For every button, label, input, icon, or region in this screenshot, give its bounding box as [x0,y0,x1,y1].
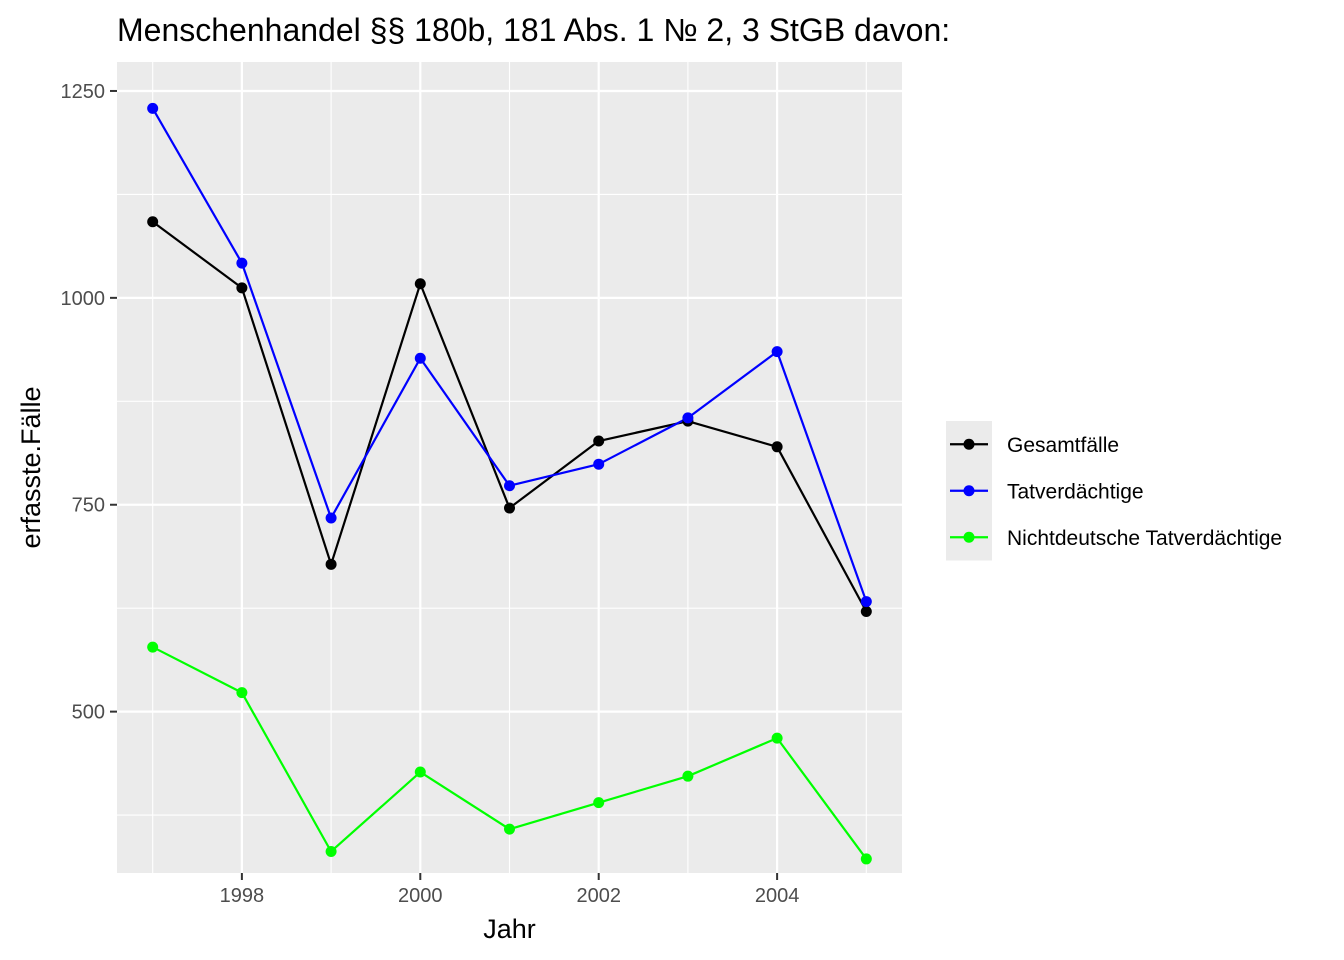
grid-minor [117,62,902,873]
data-point [504,502,515,514]
data-point [147,216,159,228]
data-point [147,641,159,653]
data-point [593,435,605,447]
legend-key-point [963,531,975,543]
data-point [414,352,426,364]
data-point [236,282,248,294]
legend-label: Tatverdächtige [1007,480,1144,503]
data-point [147,102,159,114]
y-tick-label: 750 [72,495,105,517]
y-axis: 500 750 1000 1250 [61,81,117,724]
data-point [504,823,515,835]
data-point [414,278,426,290]
data-point [682,770,694,782]
data-point [325,845,337,857]
data-point [414,766,426,778]
data-point [236,687,248,699]
data-point [593,458,605,470]
data-point [325,512,337,524]
y-tick-label: 1000 [61,288,106,310]
legend-key-point [963,485,975,497]
data-point [504,480,515,492]
legend-label: Gesamtfälle [1007,434,1119,457]
data-point [860,853,872,865]
data-point [771,346,783,358]
x-tick-label: 2002 [576,885,621,907]
data-point [325,558,337,570]
x-tick-label: 1998 [220,885,265,907]
data-point [682,412,694,424]
series-points [147,102,872,865]
x-axis-title: Jahr [483,914,536,944]
y-tick-label: 1250 [61,81,106,103]
data-point [771,732,783,744]
data-point [236,257,248,269]
legend: Gesamtfälle Tatverdächtige Nichtdeutsche T… [946,421,1282,561]
x-tick-label: 2000 [398,885,443,907]
chart-title: Menschenhandel §§ 180b, 181 Abs. 1 № 2, … [117,12,950,48]
x-tick-label: 2004 [755,885,800,907]
data-point [860,596,872,608]
data-point [771,441,783,453]
data-point [593,797,605,809]
x-axis: 1998 2000 2002 2004 [220,873,800,907]
legend-key-point [963,438,975,450]
legend-label: Nichtdeutsche Tatverdächtige [1007,527,1282,550]
y-axis-title: erfasste.Fälle [16,386,46,548]
data-point [860,605,872,617]
y-tick-label: 500 [72,702,105,724]
